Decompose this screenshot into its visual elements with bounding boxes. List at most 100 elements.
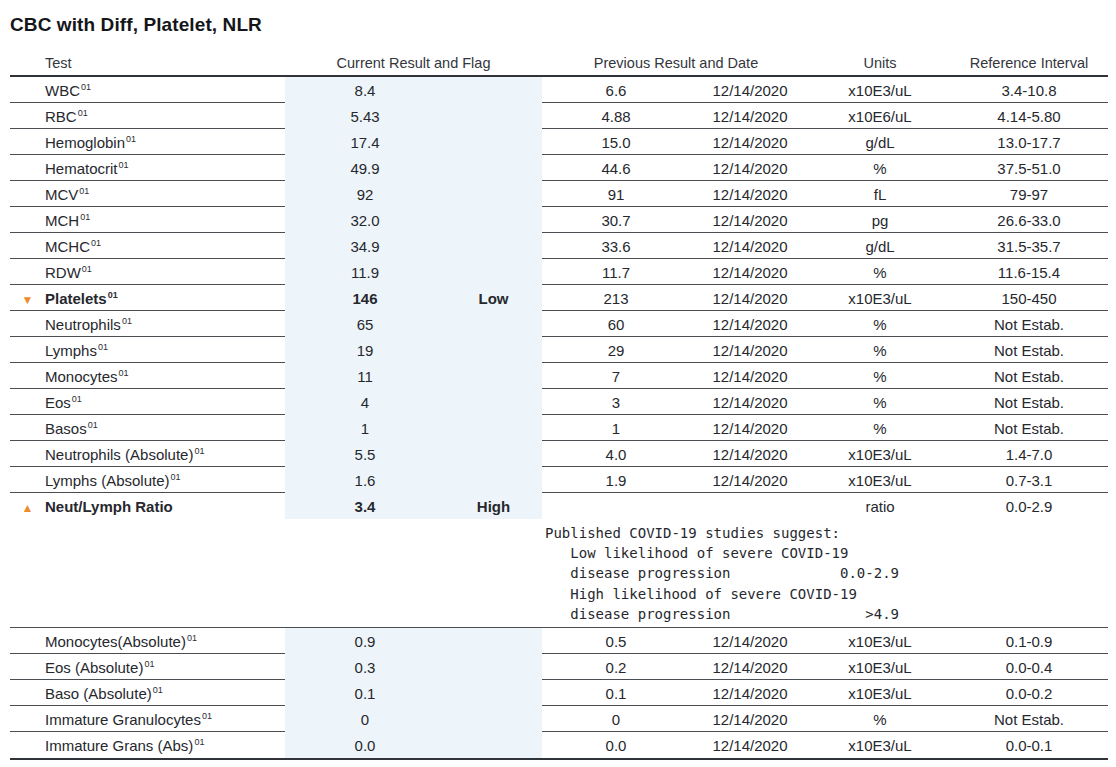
previous-result: 4.88 — [542, 108, 690, 125]
reference-interval: Not Estab. — [950, 342, 1108, 359]
test-name: MCHC — [45, 238, 90, 255]
page-title: CBC with Diff, Platelet, NLR — [10, 14, 1108, 36]
result-flag — [445, 77, 542, 103]
previous-date: 12/14/2020 — [690, 368, 810, 385]
previous-date: 12/14/2020 — [690, 394, 810, 411]
test-name: Hemoglobin — [45, 134, 125, 151]
units: % — [810, 711, 950, 728]
table-row: Eos01 4 3 12/14/2020 % Not Estab. — [10, 389, 1108, 415]
result-flag — [445, 628, 542, 654]
current-result: 32.0 — [285, 207, 445, 233]
units: pg — [810, 212, 950, 229]
current-result: 1 — [285, 415, 445, 441]
previous-result: 6.6 — [542, 82, 690, 99]
previous-date: 12/14/2020 — [690, 108, 810, 125]
table-row: Basos01 1 1 12/14/2020 % Not Estab. — [10, 415, 1108, 441]
result-flag — [445, 654, 542, 680]
current-result: 17.4 — [285, 129, 445, 155]
covid-note: Published COVID-19 studies suggest: Low … — [10, 519, 1108, 627]
current-result: 11.9 — [285, 259, 445, 285]
test-name: MCV — [45, 186, 78, 203]
result-flag — [445, 181, 542, 207]
previous-result: 1 — [542, 420, 690, 437]
current-result: 0.0 — [285, 732, 445, 758]
previous-result: 30.7 — [542, 212, 690, 229]
covid-note-line: disease progression 0.0-2.9 — [545, 563, 1108, 583]
test-name: Neutrophils — [45, 316, 121, 333]
table-row: ▼ Platelets01 146 Low 213 12/14/2020 x10… — [10, 285, 1108, 311]
table-row: Lymphs01 19 29 12/14/2020 % Not Estab. — [10, 337, 1108, 363]
col-header-current: Current Result and Flag — [285, 55, 542, 71]
reference-interval: 11.6-15.4 — [950, 264, 1108, 281]
test-name: Immature Granulocytes — [45, 711, 201, 728]
table-row: Eos (Absolute)01 0.3 0.2 12/14/2020 x10E… — [10, 654, 1108, 680]
table-row: Lymphs (Absolute)01 1.6 1.9 12/14/2020 x… — [10, 467, 1108, 493]
previous-result: 44.6 — [542, 160, 690, 177]
previous-result: 7 — [542, 368, 690, 385]
table-row: Monocytes01 11 7 12/14/2020 % Not Estab. — [10, 363, 1108, 389]
table-row: Immature Grans (Abs)01 0.0 0.0 12/14/202… — [10, 732, 1108, 758]
units: g/dL — [810, 134, 950, 151]
reference-interval: 3.4-10.8 — [950, 82, 1108, 99]
reference-interval: Not Estab. — [950, 420, 1108, 437]
reference-interval: 0.7-3.1 — [950, 472, 1108, 489]
reference-interval: 0.1-0.9 — [950, 633, 1108, 650]
previous-date: 12/14/2020 — [690, 186, 810, 203]
table-row: ▲ Neut/Lymph Ratio 3.4 High ratio 0.0-2.… — [10, 493, 1108, 519]
current-result: 0.9 — [285, 628, 445, 654]
units: % — [810, 394, 950, 411]
previous-date: 12/14/2020 — [690, 472, 810, 489]
test-footnote: 01 — [81, 82, 91, 92]
result-flag — [445, 311, 542, 337]
test-footnote: 01 — [79, 186, 89, 196]
units: x10E3/uL — [810, 633, 950, 650]
current-result: 8.4 — [285, 77, 445, 103]
previous-result: 0.2 — [542, 659, 690, 676]
test-footnote: 01 — [187, 633, 197, 643]
test-name: Basos — [45, 420, 87, 437]
test-name: Lymphs — [45, 342, 97, 359]
table-row: Neutrophils (Absolute)01 5.5 4.0 12/14/2… — [10, 441, 1108, 467]
reference-interval: 0.0-0.4 — [950, 659, 1108, 676]
test-footnote: 01 — [88, 420, 98, 430]
table-row: MCV01 92 91 12/14/2020 fL 79-97 — [10, 181, 1108, 207]
reference-interval: 4.14-5.80 — [950, 108, 1108, 125]
result-flag — [445, 337, 542, 363]
current-result: 1.6 — [285, 467, 445, 493]
units: x10E3/uL — [810, 737, 950, 754]
test-footnote: 01 — [126, 134, 136, 144]
units: x10E3/uL — [810, 659, 950, 676]
result-flag — [445, 129, 542, 155]
results-table: Test Current Result and Flag Previous Re… — [10, 51, 1108, 760]
previous-date: 12/14/2020 — [690, 633, 810, 650]
test-name: WBC — [45, 82, 80, 99]
high-flag-icon: ▲ — [22, 501, 34, 515]
result-flag — [445, 441, 542, 467]
previous-result: 91 — [542, 186, 690, 203]
current-result: 5.5 — [285, 441, 445, 467]
table-row: Monocytes(Absolute)01 0.9 0.5 12/14/2020… — [10, 628, 1108, 654]
result-flag — [445, 389, 542, 415]
result-flag — [445, 415, 542, 441]
table-row: WBC01 8.4 6.6 12/14/2020 x10E3/uL 3.4-10… — [10, 77, 1108, 103]
current-result: 11 — [285, 363, 445, 389]
results-rows-bottom: Monocytes(Absolute)01 0.9 0.5 12/14/2020… — [10, 627, 1108, 758]
result-flag — [445, 680, 542, 706]
test-name: Hematocrit — [45, 160, 118, 177]
covid-note-line: High likelihood of severe COVID-19 — [545, 584, 1108, 604]
units: % — [810, 316, 950, 333]
current-result: 5.43 — [285, 103, 445, 129]
test-footnote: 01 — [144, 659, 154, 669]
results-rows-top: WBC01 8.4 6.6 12/14/2020 x10E3/uL 3.4-10… — [10, 77, 1108, 519]
previous-date: 12/14/2020 — [690, 446, 810, 463]
previous-date: 12/14/2020 — [690, 737, 810, 754]
units: % — [810, 160, 950, 177]
table-row: Hematocrit01 49.9 44.6 12/14/2020 % 37.5… — [10, 155, 1108, 181]
test-footnote: 01 — [194, 446, 204, 456]
previous-date: 12/14/2020 — [690, 82, 810, 99]
previous-result: 3 — [542, 394, 690, 411]
test-name: Baso (Absolute) — [45, 685, 152, 702]
reference-interval: 79-97 — [950, 186, 1108, 203]
covid-note-line: Low likelihood of severe COVID-19 — [545, 543, 1108, 563]
units: fL — [810, 186, 950, 203]
